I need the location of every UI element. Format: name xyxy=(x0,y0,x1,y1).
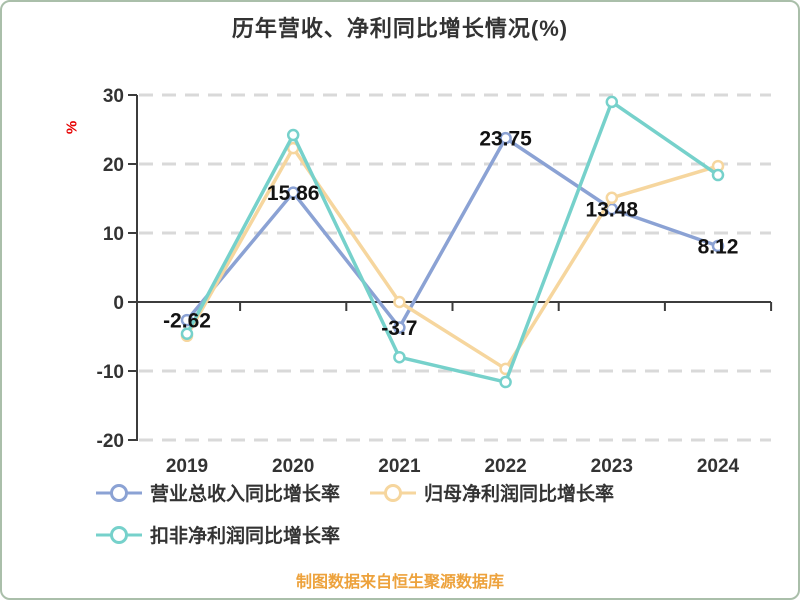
data-point-marker xyxy=(286,128,300,142)
data-point-marker xyxy=(711,168,725,182)
series-line-1 xyxy=(185,146,720,371)
x-axis-tick-label: 2021 xyxy=(378,456,421,477)
y-axis-tick-label: 0 xyxy=(113,293,124,314)
legend-line-marker-icon xyxy=(96,525,142,544)
data-point-marker xyxy=(605,95,619,109)
data-source-caption: 制图数据来自恒生聚源数据库 xyxy=(295,574,504,591)
legend-label: 营业总收入同比增长率 xyxy=(150,484,341,505)
data-point-marker xyxy=(393,295,406,309)
data-point-label: 15.86 xyxy=(267,182,320,205)
data-point-label: -2.62 xyxy=(163,310,211,333)
series-line-0 xyxy=(185,136,720,330)
data-point-marker xyxy=(180,313,194,327)
legend-label: 归母净利润同比增长率 xyxy=(424,484,615,505)
y-axis-tick-label: 10 xyxy=(103,224,124,245)
y-axis-tick-label: -10 xyxy=(97,362,124,383)
data-point-marker xyxy=(711,239,725,253)
legend-label: 扣非净利润同比增长率 xyxy=(150,526,341,547)
legend-item-net-profit-yoy[interactable]: 归母净利润同比增长率 xyxy=(370,479,614,506)
data-point-marker xyxy=(393,350,406,364)
legend-line-marker-icon xyxy=(370,483,417,502)
y-axis-tick-label: -20 xyxy=(97,431,124,452)
chart-legend: 营业总收入同比增长率 归母净利润同比增长率 扣非净利润同比增长率 xyxy=(96,479,614,563)
data-point-marker xyxy=(393,321,406,334)
legend-row: 营业总收入同比增长率 归母净利润同比增长率 xyxy=(96,479,614,506)
x-axis-tick-label: 2024 xyxy=(697,456,740,477)
legend-item-non-recurring-net-profit-yoy[interactable]: 扣非净利润同比增长率 xyxy=(96,521,340,548)
x-axis-tick-label: 2022 xyxy=(484,456,526,477)
data-point-marker xyxy=(499,375,512,389)
legend-row: 扣非净利润同比增长率 xyxy=(96,521,614,548)
data-point-label: 23.75 xyxy=(479,128,532,151)
data-point-marker xyxy=(286,186,300,199)
data-point-marker xyxy=(180,327,194,340)
x-axis-tick-label: 2019 xyxy=(166,456,208,477)
data-point-label: -3.7 xyxy=(381,317,417,340)
x-axis-tick-label: 2023 xyxy=(591,456,633,477)
y-axis-tick-label: 30 xyxy=(103,86,124,107)
legend-line-marker-icon xyxy=(96,483,142,502)
legend-item-revenue-yoy[interactable]: 营业总收入同比增长率 xyxy=(96,479,340,506)
data-point-label: 8.12 xyxy=(698,235,739,258)
data-point-marker xyxy=(605,191,619,205)
x-axis-tick-label: 2020 xyxy=(272,456,314,477)
y-axis-tick-label: 20 xyxy=(103,155,124,176)
series-line-2 xyxy=(185,100,720,384)
chart-title: 历年营收、净利同比增长情况(%) xyxy=(231,16,569,41)
data-point-label: 13.48 xyxy=(586,198,639,221)
data-point-marker xyxy=(499,131,512,145)
